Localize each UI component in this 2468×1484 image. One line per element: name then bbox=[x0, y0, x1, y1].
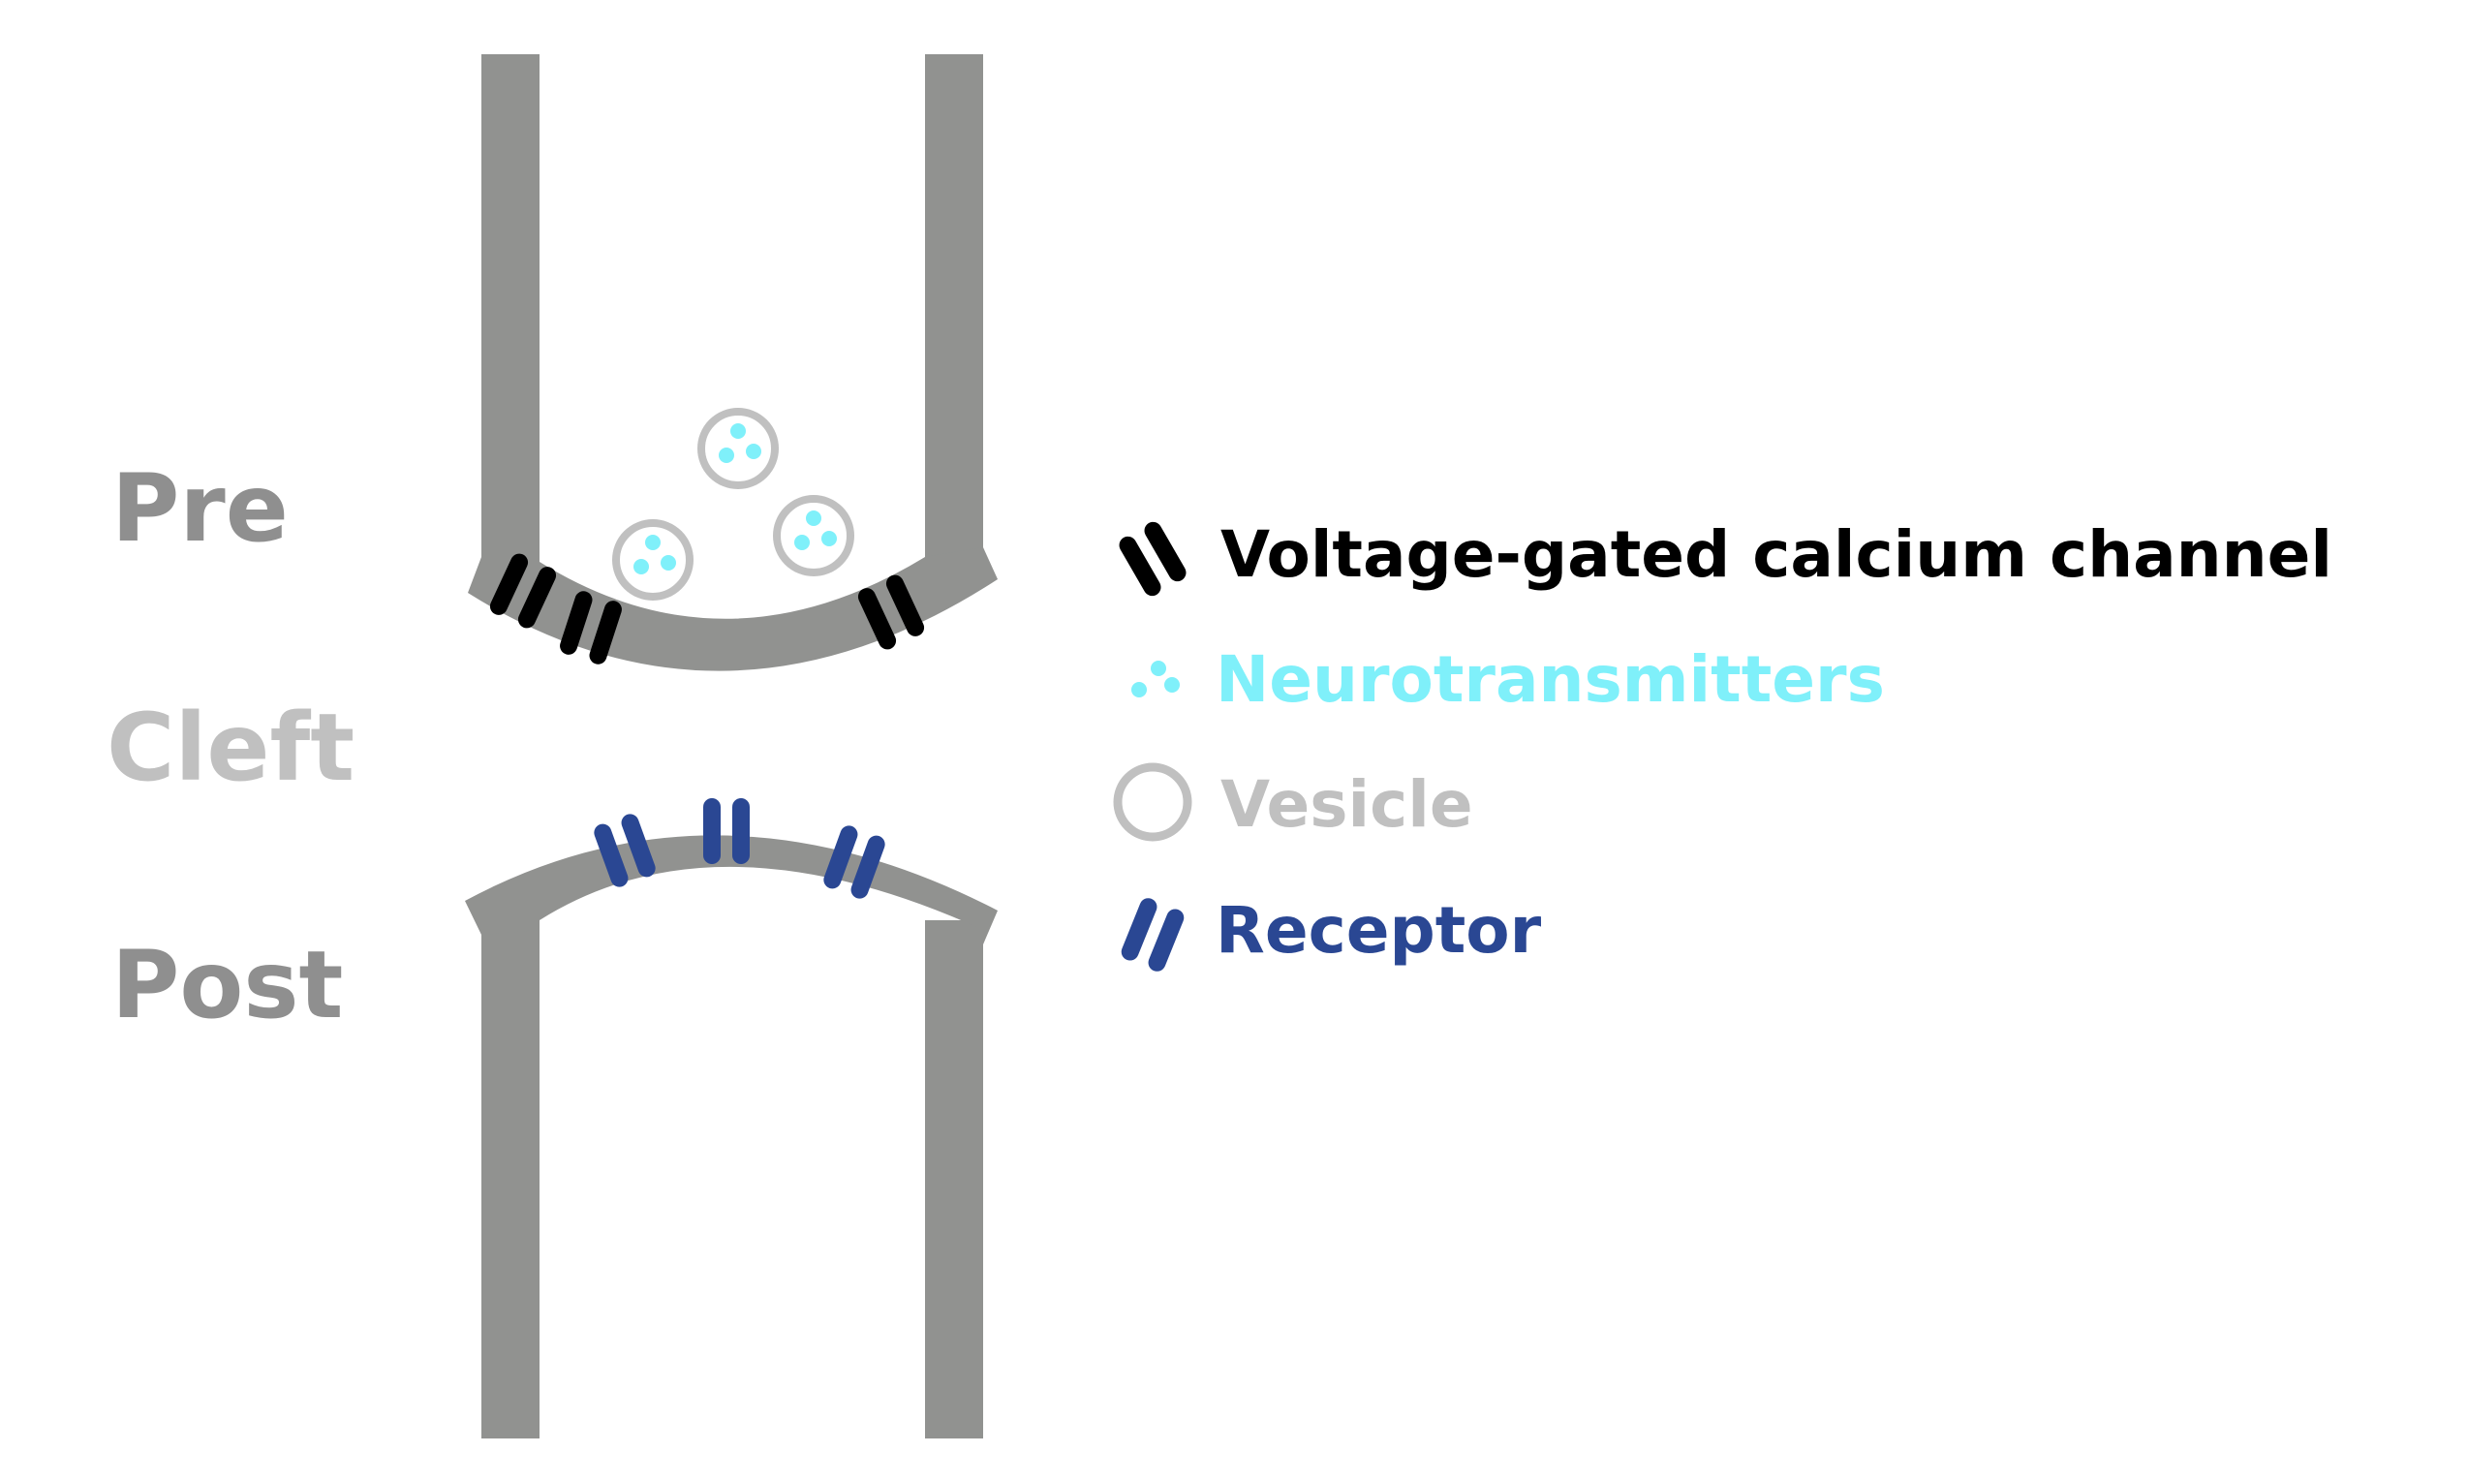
vesicles bbox=[612, 408, 854, 601]
postsynaptic-right-wall bbox=[925, 920, 983, 1438]
presynaptic-right-wall bbox=[925, 54, 983, 562]
post-label: Post bbox=[111, 931, 343, 1039]
legend-item-calcium-channel: Voltage-gated calcium channel bbox=[1119, 517, 2332, 597]
receptors bbox=[594, 798, 885, 899]
legend-label-calcium-channel: Voltage-gated calcium channel bbox=[1220, 517, 2332, 592]
legend-label-vesicle: Vesicle bbox=[1220, 767, 1473, 842]
legend-item-vesicle: Vesicle bbox=[1113, 762, 1473, 842]
calcium-channel bbox=[489, 553, 557, 629]
calcium-channel bbox=[560, 591, 622, 665]
neurotransmitter bbox=[821, 531, 837, 546]
postsynaptic-top-membrane bbox=[465, 835, 998, 944]
receptor bbox=[823, 825, 885, 899]
legend-label-neurotransmitters: Neurotransmitters bbox=[1216, 642, 1885, 717]
receptor-icon bbox=[1121, 898, 1185, 972]
neurotransmitter bbox=[633, 559, 649, 574]
receptor bbox=[703, 798, 750, 864]
calcium-channels bbox=[489, 553, 925, 665]
pre-label: Pre bbox=[111, 454, 289, 563]
cleft-label: Cleft bbox=[107, 694, 355, 802]
neurotransmitter bbox=[746, 444, 761, 459]
vesicle bbox=[697, 408, 779, 489]
legend-item-receptor: Receptor bbox=[1121, 893, 1542, 972]
legend: Voltage-gated calcium channel Neurotrans… bbox=[1113, 517, 2332, 972]
presynaptic-bottom-membrane bbox=[468, 547, 998, 671]
neurotransmitter bbox=[730, 423, 746, 439]
presynaptic-left-wall bbox=[481, 54, 540, 562]
calcium-channel bbox=[857, 574, 925, 650]
postsynaptic-membrane bbox=[465, 835, 998, 1438]
neurotransmitter bbox=[806, 510, 821, 526]
neurotransmitter bbox=[645, 535, 661, 550]
neurotransmitter bbox=[661, 555, 676, 571]
neurotransmitter bbox=[719, 448, 734, 463]
receptor bbox=[594, 814, 656, 887]
legend-label-receptor: Receptor bbox=[1216, 893, 1542, 968]
legend-item-neurotransmitters: Neurotransmitters bbox=[1131, 642, 1885, 717]
vesicle bbox=[773, 495, 854, 576]
calcium-channel-icon bbox=[1119, 521, 1187, 597]
vesicle-ring-icon bbox=[1113, 762, 1192, 842]
neurotransmitter-dots-icon bbox=[1131, 661, 1180, 697]
neurotransmitter bbox=[794, 535, 810, 550]
vesicle bbox=[612, 519, 694, 601]
postsynaptic-left-wall bbox=[481, 920, 540, 1438]
